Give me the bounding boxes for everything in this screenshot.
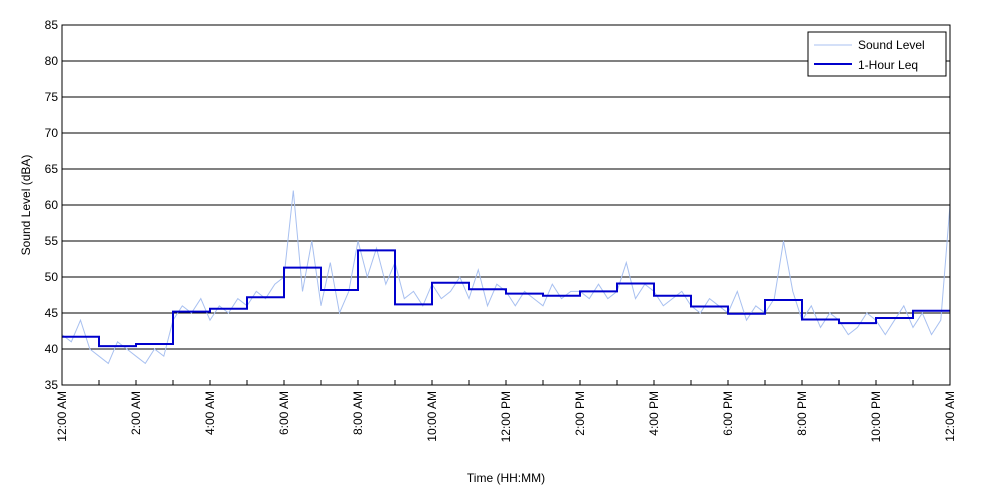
y-tick-label: 70 (45, 126, 59, 140)
legend: Sound Level 1-Hour Leq (807, 31, 947, 77)
x-tick-label: 8:00 PM (795, 391, 809, 436)
y-tick-label: 50 (45, 270, 59, 284)
x-tick-label: 2:00 AM (129, 391, 143, 435)
series-1-hour-leq-line (62, 249, 950, 348)
y-tick-label: 75 (45, 90, 59, 104)
y-tick-label: 45 (45, 306, 59, 320)
legend-label-sound-level: Sound Level (858, 38, 925, 52)
x-tick-label: 12:00 AM (943, 391, 957, 442)
x-tick-label: 10:00 AM (425, 391, 439, 442)
x-tick-label: 12:00 AM (55, 391, 69, 442)
y-tick-label: 85 (45, 18, 59, 32)
x-tick-label: 2:00 PM (573, 391, 587, 436)
series-layer (61, 190, 951, 365)
y-tick-label: 60 (45, 198, 59, 212)
grid-lines (62, 60, 950, 350)
x-tick-label: 10:00 PM (869, 391, 883, 442)
y-tick-label: 55 (45, 234, 59, 248)
x-axis-ticks: 12:00 AM 2:00 AM 4:00 AM 6:00 AM 8:00 AM 10:0… (55, 380, 957, 442)
x-axis-label: Time (HH:MM) (467, 471, 545, 485)
x-tick-label: 4:00 AM (203, 391, 217, 435)
legend-label-1-hour-leq: 1-Hour Leq (858, 58, 918, 72)
x-tick-label: 12:00 PM (499, 391, 513, 442)
y-axis-label: Sound Level (dBA) (19, 155, 33, 256)
y-axis-ticks: 35 40 45 50 55 60 65 70 75 80 85 (45, 18, 67, 392)
x-tick-label: 6:00 PM (721, 391, 735, 436)
y-tick-label: 40 (45, 342, 59, 356)
y-tick-label: 65 (45, 162, 59, 176)
y-tick-label: 80 (45, 54, 59, 68)
legend-box (807, 31, 947, 77)
y-tick-label: 35 (45, 378, 59, 392)
x-tick-label: 4:00 PM (647, 391, 661, 436)
x-tick-label: 8:00 AM (351, 391, 365, 435)
x-tick-label: 6:00 AM (277, 391, 291, 435)
